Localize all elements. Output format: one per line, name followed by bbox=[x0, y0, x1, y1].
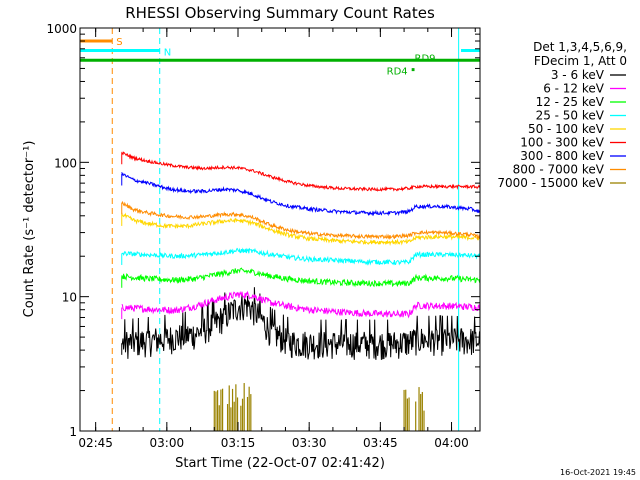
legend-label-6: 300 - 800 keV bbox=[520, 149, 604, 163]
legend-header-line-2: FDecim 1, Att 0 bbox=[534, 54, 627, 68]
legend: Det 1,3,4,5,6,9, FDecim 1, Att 0 3 - 6 k… bbox=[497, 40, 627, 190]
legend-label-4: 50 - 100 keV bbox=[528, 122, 605, 136]
series-line-5 bbox=[121, 151, 480, 192]
legend-label-3: 25 - 50 keV bbox=[536, 109, 605, 123]
x-axis-label: Start Time (22-Oct-07 02:41:42) bbox=[175, 456, 385, 471]
y-tick-label-0: 1 bbox=[69, 425, 77, 439]
legend-label-8: 7000 - 15000 keV bbox=[497, 176, 604, 190]
legend-label-1: 6 - 12 keV bbox=[543, 82, 605, 96]
attenuator-bursts bbox=[213, 383, 425, 431]
x-tick-label-2: 03:15 bbox=[221, 436, 256, 450]
x-tick-label-0: 02:45 bbox=[78, 436, 113, 450]
x-axis: 02:45 03:00 03:15 03:30 03:45 04:00 bbox=[78, 28, 476, 450]
y-tick-label-3: 1000 bbox=[46, 22, 77, 36]
vertical-markers bbox=[80, 28, 460, 431]
flag-label-RD4: RD4 bbox=[387, 67, 408, 78]
flag-label-N: N bbox=[164, 47, 171, 58]
y-axis: 1 10 100 1000 bbox=[46, 22, 480, 439]
series-line-2 bbox=[121, 267, 480, 288]
y-tick-label-1: 10 bbox=[62, 291, 77, 305]
legend-label-2: 12 - 25 keV bbox=[536, 95, 605, 109]
observing-flags bbox=[80, 39, 480, 72]
observing-flag-labels: S N RD9 RD4 bbox=[116, 37, 435, 78]
plot-area bbox=[80, 28, 480, 431]
series-line-4 bbox=[121, 212, 480, 247]
y-axis-label: Count Rate (s⁻¹ detector⁻¹) bbox=[22, 141, 37, 318]
series-line-1 bbox=[121, 290, 480, 319]
x-tick-label-1: 03:00 bbox=[150, 436, 185, 450]
y-tick-label-2: 100 bbox=[54, 156, 77, 170]
flag-label-S: S bbox=[116, 37, 122, 48]
x-tick-label-3: 03:30 bbox=[292, 436, 327, 450]
plot-frame bbox=[79, 27, 481, 432]
legend-label-0: 3 - 6 keV bbox=[551, 68, 605, 82]
x-tick-label-5: 04:00 bbox=[434, 436, 469, 450]
legend-label-7: 800 - 7000 keV bbox=[513, 163, 605, 177]
timestamp: 16-Oct-2021 19:45 bbox=[560, 468, 636, 477]
flag-label-RD9: RD9 bbox=[415, 53, 436, 64]
series-line-0 bbox=[121, 287, 480, 360]
series-line-6 bbox=[121, 172, 480, 217]
x-tick-label-4: 03:45 bbox=[363, 436, 398, 450]
series-lines bbox=[121, 151, 480, 360]
series-line-3 bbox=[121, 247, 480, 266]
chart-title: RHESSI Observing Summary Count Rates bbox=[125, 4, 435, 22]
series-line-7 bbox=[121, 200, 480, 240]
legend-header-line-1: Det 1,3,4,5,6,9, bbox=[533, 40, 627, 54]
legend-label-5: 100 - 300 keV bbox=[520, 136, 604, 150]
